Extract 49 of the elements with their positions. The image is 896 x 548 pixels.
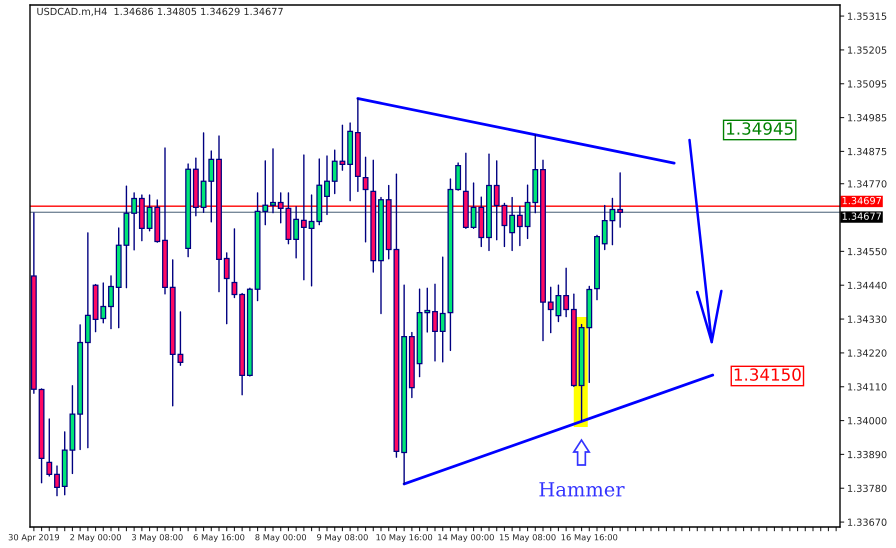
candlestick [46,418,52,477]
x-tick-label: 9 May 08:00 [317,534,368,542]
x-tick-label: 3 May 08:00 [132,534,183,542]
candlestick [208,150,214,223]
candlestick [362,156,369,243]
y-tick-label: 1.35095 [848,80,886,88]
candlestick [108,275,114,330]
x-tick-label: 30 Apr 2019 [8,534,60,542]
x-tick-label: 16 May 16:00 [562,534,618,542]
candlestick [602,204,608,250]
x-tick-label: 2 May 00:00 [70,534,121,542]
x-tick-label: 10 May 16:00 [376,534,432,542]
chart-title: USDCAD.m,H4 1.34686 1.34805 1.34629 1.34677 [37,8,283,16]
y-tick-label: 1.34220 [848,349,887,357]
y-tick-label: 1.35315 [848,12,886,20]
candlestick [262,160,268,226]
y-tick-label: 1.34440 [848,282,887,290]
annotation: 1.34945 [727,122,793,135]
y-tick-label: 1.34330 [848,316,887,323]
ref-line-label: 1.34697 [842,196,881,204]
candlestick [494,160,500,240]
candlestick [278,192,284,224]
candlestick [332,149,338,194]
x-tick-label: 14 May 00:00 [438,534,494,542]
y-tick-label: 1.34000 [848,417,887,424]
candlestick [270,148,276,214]
x-tick-label: 8 May 00:00 [255,534,306,542]
y-tick-label: 1.34770 [848,180,887,188]
candlestick [177,311,184,366]
x-tick-label: 6 May 16:00 [194,534,244,542]
x-tick-label: 15 May 08:00 [500,534,556,542]
candlestick [100,282,106,324]
ref-line-label: 1.34677 [842,212,881,220]
candlestick [324,155,330,216]
candlestick [224,252,230,324]
candlestick [54,465,60,496]
y-tick-label: 1.33780 [848,484,887,492]
y-tick-label: 1.34985 [848,114,886,122]
y-tick-label: 1.33670 [848,518,887,526]
y-tick-label: 1.35205 [848,46,886,54]
candlestick [440,256,446,363]
y-tick-label: 1.34550 [848,248,887,256]
annotation: 1.34150 [734,368,801,381]
candlestick [548,286,554,334]
candlestick [432,284,438,362]
y-tick-label: 1.33890 [848,450,887,458]
annotation: Hammer [539,482,625,497]
y-tick-label: 1.34875 [848,148,886,156]
y-tick-label: 1.34110 [848,383,887,391]
